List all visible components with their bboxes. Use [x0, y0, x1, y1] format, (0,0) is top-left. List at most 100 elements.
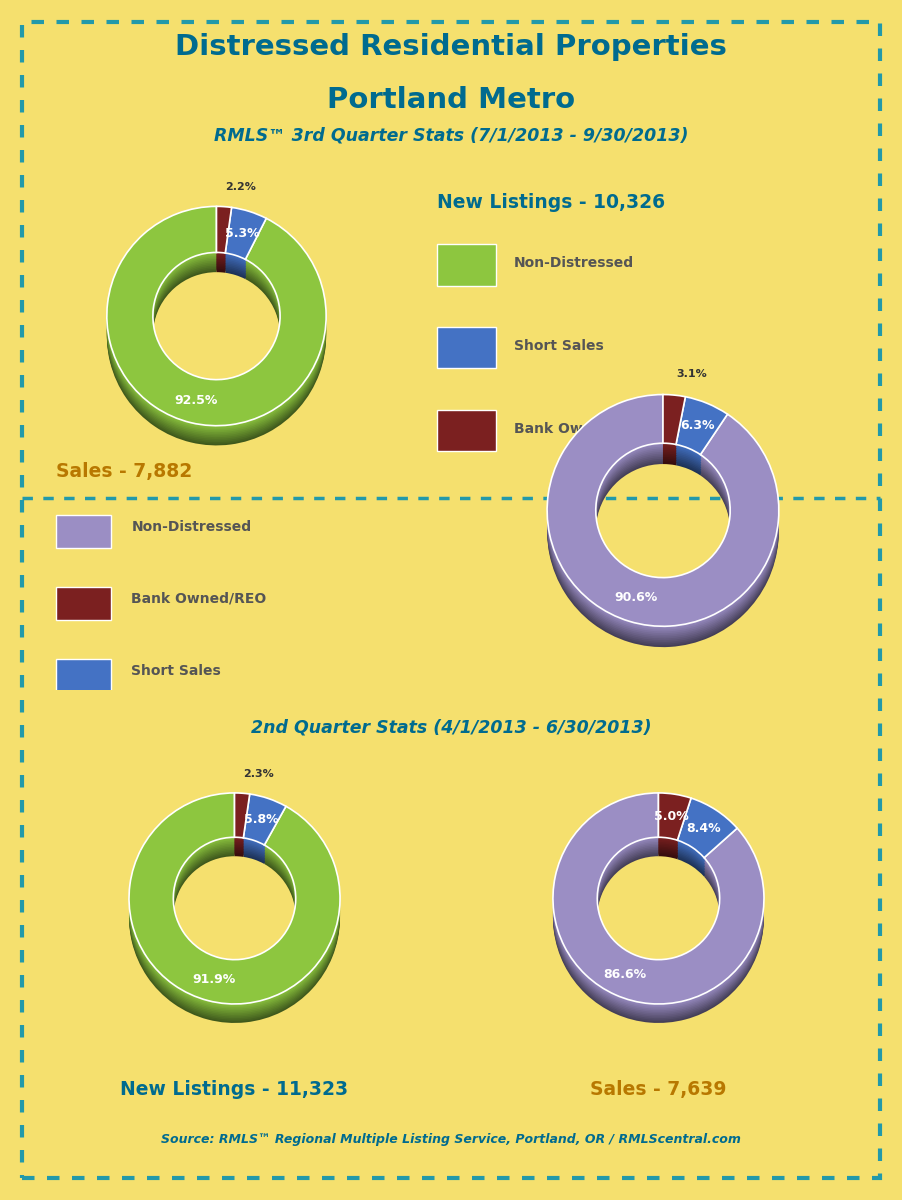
Text: 86.6%: 86.6%: [603, 968, 646, 982]
Wedge shape: [106, 212, 327, 432]
Wedge shape: [129, 809, 340, 1020]
Wedge shape: [548, 400, 778, 631]
Wedge shape: [663, 410, 686, 460]
Text: 5.3%: 5.3%: [226, 227, 260, 240]
Wedge shape: [226, 216, 266, 268]
Text: Portland Metro: Portland Metro: [327, 85, 575, 114]
Wedge shape: [235, 794, 250, 840]
Text: 5.0%: 5.0%: [654, 810, 689, 823]
Wedge shape: [226, 224, 266, 276]
Text: Bank Owned/REO: Bank Owned/REO: [132, 592, 267, 606]
Wedge shape: [548, 396, 778, 628]
FancyBboxPatch shape: [56, 659, 112, 692]
Wedge shape: [677, 814, 737, 874]
Wedge shape: [235, 808, 250, 852]
Wedge shape: [216, 210, 232, 257]
Wedge shape: [106, 224, 327, 444]
Wedge shape: [677, 808, 737, 868]
Wedge shape: [129, 805, 340, 1016]
Wedge shape: [235, 800, 250, 846]
Wedge shape: [677, 798, 737, 858]
Wedge shape: [548, 414, 778, 646]
Wedge shape: [663, 412, 686, 462]
Wedge shape: [216, 215, 232, 262]
Wedge shape: [129, 796, 340, 1007]
Wedge shape: [235, 805, 250, 851]
Wedge shape: [106, 211, 327, 431]
Wedge shape: [548, 404, 778, 637]
Text: 2.3%: 2.3%: [244, 769, 274, 779]
Text: Non-Distressed: Non-Distressed: [514, 257, 634, 270]
Wedge shape: [226, 217, 266, 269]
Wedge shape: [216, 218, 232, 264]
Wedge shape: [676, 413, 728, 470]
Wedge shape: [677, 804, 737, 864]
Wedge shape: [235, 798, 250, 842]
Wedge shape: [129, 803, 340, 1014]
Wedge shape: [553, 803, 764, 1014]
Wedge shape: [658, 793, 691, 840]
Wedge shape: [226, 221, 266, 272]
Wedge shape: [658, 799, 691, 846]
Wedge shape: [548, 410, 778, 642]
Wedge shape: [658, 798, 691, 845]
Wedge shape: [216, 211, 232, 258]
Text: Sales - 7,882: Sales - 7,882: [56, 462, 192, 481]
Wedge shape: [106, 220, 327, 439]
Wedge shape: [235, 804, 250, 848]
Wedge shape: [658, 804, 691, 851]
Wedge shape: [658, 810, 691, 858]
Wedge shape: [106, 216, 327, 436]
Wedge shape: [226, 227, 266, 280]
Wedge shape: [129, 793, 340, 1004]
Text: 8.4%: 8.4%: [686, 822, 722, 835]
FancyBboxPatch shape: [437, 245, 496, 286]
Wedge shape: [553, 805, 764, 1016]
Wedge shape: [216, 206, 232, 253]
Wedge shape: [244, 804, 286, 854]
Wedge shape: [677, 799, 737, 859]
Wedge shape: [663, 395, 686, 444]
Text: 90.6%: 90.6%: [614, 592, 658, 605]
Wedge shape: [658, 803, 691, 850]
Wedge shape: [663, 396, 686, 446]
Wedge shape: [244, 811, 286, 863]
Wedge shape: [129, 808, 340, 1019]
Wedge shape: [676, 409, 728, 467]
Wedge shape: [676, 418, 728, 475]
Wedge shape: [663, 408, 686, 458]
Wedge shape: [663, 404, 686, 455]
Wedge shape: [548, 415, 778, 647]
Wedge shape: [548, 398, 778, 630]
Wedge shape: [244, 802, 286, 853]
Wedge shape: [663, 402, 686, 451]
Wedge shape: [235, 793, 250, 838]
Wedge shape: [106, 206, 327, 426]
Text: Distressed Residential Properties: Distressed Residential Properties: [175, 32, 727, 61]
Text: 3.1%: 3.1%: [676, 370, 707, 379]
Wedge shape: [226, 212, 266, 264]
Text: Short Sales: Short Sales: [514, 340, 604, 353]
Wedge shape: [244, 796, 286, 846]
Wedge shape: [658, 800, 691, 848]
Wedge shape: [676, 414, 728, 472]
Text: Bank Owned/REO: Bank Owned/REO: [514, 421, 649, 436]
Text: Sales - 7,639: Sales - 7,639: [590, 1080, 727, 1099]
Wedge shape: [676, 402, 728, 460]
Wedge shape: [129, 794, 340, 1006]
Wedge shape: [676, 401, 728, 458]
Wedge shape: [226, 222, 266, 274]
Wedge shape: [677, 817, 737, 877]
Wedge shape: [553, 798, 764, 1009]
Wedge shape: [129, 799, 340, 1010]
Wedge shape: [663, 398, 686, 448]
Wedge shape: [553, 800, 764, 1012]
Wedge shape: [548, 408, 778, 640]
FancyBboxPatch shape: [56, 587, 112, 620]
Wedge shape: [553, 799, 764, 1010]
Wedge shape: [677, 812, 737, 872]
Wedge shape: [244, 806, 286, 858]
Text: RMLS™ 3rd Quarter Stats (7/1/2013 - 9/30/2013): RMLS™ 3rd Quarter Stats (7/1/2013 - 9/30…: [214, 126, 688, 144]
Wedge shape: [676, 407, 728, 466]
Wedge shape: [553, 796, 764, 1007]
